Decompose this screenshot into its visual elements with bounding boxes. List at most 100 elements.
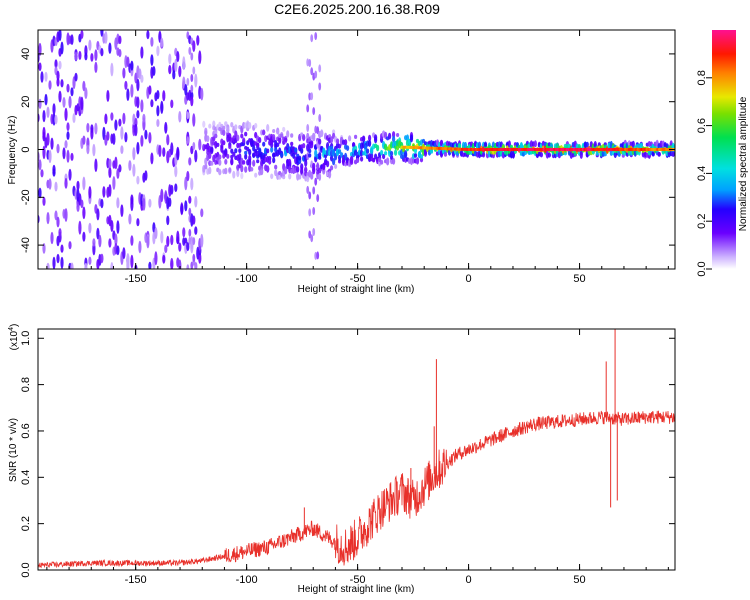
spectrogram-cell — [68, 241, 72, 250]
spectrogram-cell — [60, 79, 64, 88]
spectrogram-cell — [174, 183, 178, 192]
spectrogram-cell — [174, 165, 178, 178]
spectrogram-cell — [192, 237, 196, 246]
spectrogram-cell — [310, 34, 314, 43]
spectrogram-cell — [54, 210, 58, 221]
spectrogram-cell — [164, 244, 168, 254]
spectrogram-cell — [396, 133, 400, 137]
spectrogram-cell — [218, 168, 222, 176]
spectrogram-cell — [330, 145, 334, 151]
spectrogram-cell — [306, 104, 310, 113]
spectrogram-cell — [66, 131, 70, 140]
spectrogram-cell — [346, 145, 350, 152]
spectrogram-cell — [244, 150, 248, 155]
spectrogram-y-label: Frequency (Hz) — [7, 116, 18, 185]
spectrogram-panel: -150 -100 -50 0 50 -40 -20 0 20 40 Height of str… — [7, 29, 676, 295]
spectrogram-cell — [382, 153, 386, 160]
spectrogram-cell — [74, 72, 78, 82]
spectrogram-cell — [312, 186, 316, 195]
spectrogram-cell — [118, 49, 122, 58]
spectrogram-cell — [110, 262, 114, 269]
spectrogram-cell — [318, 114, 322, 122]
y-tick-label: -20 — [20, 189, 32, 205]
spectrogram-cell — [194, 73, 198, 88]
spectrogram-cell — [252, 159, 256, 167]
spectrogram-cell — [230, 122, 234, 128]
spectrogram-cell — [222, 125, 226, 130]
spectrogram-cell — [252, 140, 256, 147]
spectrogram-cell — [188, 228, 192, 237]
y-tick-label: 0.4 — [20, 470, 32, 485]
spectrogram-cell — [234, 124, 238, 130]
spectrogram-cell — [192, 142, 196, 150]
spectrogram-cell — [84, 262, 88, 269]
spectrogram-cell — [481, 152, 486, 158]
spectrogram-cell — [316, 194, 320, 203]
spectrogram-cell — [266, 148, 270, 154]
spectrogram-cell — [308, 230, 312, 239]
spectrogram-cell — [58, 30, 62, 41]
spectrogram-cell — [380, 149, 384, 156]
spectrogram-cell — [539, 152, 544, 158]
spectrogram-cell — [270, 173, 274, 180]
spectrogram-cell — [66, 149, 70, 163]
spectrogram-cell — [144, 129, 148, 140]
spectrogram-cell — [124, 80, 128, 90]
spectrogram-cell — [415, 157, 420, 165]
spectrogram-cell — [276, 142, 280, 147]
spectrogram-cell — [284, 137, 288, 142]
spectrogram-cell — [88, 39, 92, 51]
spectrogram-cell — [80, 30, 84, 39]
spectrogram-cell — [170, 234, 174, 246]
spectrogram-cell — [268, 159, 272, 165]
spectrogram-cell — [126, 253, 130, 268]
spectrogram-cell — [238, 148, 242, 154]
spectrogram-cell — [104, 31, 108, 44]
spectrogram-cell — [132, 147, 136, 161]
spectrogram-cell — [332, 149, 336, 155]
spectrogram-cell — [106, 89, 110, 102]
spectrogram-cell — [272, 157, 276, 164]
spectrogram-cell — [178, 242, 182, 252]
y-tick-label: 0 — [20, 146, 32, 152]
spectrogram-cell — [126, 56, 130, 68]
spectrogram-cell — [288, 158, 292, 167]
spectrogram-cell — [190, 261, 194, 269]
spectrogram-cell — [86, 144, 90, 155]
spectrogram-cell — [146, 235, 150, 249]
spectrogram-cell — [76, 203, 80, 212]
spectrogram-cell — [376, 144, 380, 152]
spectrogram-cell — [216, 142, 220, 147]
spectrogram-cell — [140, 135, 144, 147]
snr-marks — [38, 329, 675, 569]
spectrogram-cell — [226, 126, 230, 134]
spectrogram-cell — [74, 51, 78, 61]
spectrogram-cell — [244, 166, 248, 173]
colorbar: 0.0 0.2 0.4 0.6 0.8 Normalized spectral ampl… — [696, 30, 749, 277]
spectrogram-cell — [82, 135, 86, 145]
spectrogram-cell — [298, 155, 302, 161]
spectrogram-x-ticks: -150 -100 -50 0 50 — [46, 30, 669, 285]
spectrogram-cell — [114, 156, 118, 170]
spectrogram-cell — [190, 74, 194, 82]
x-tick-label: -50 — [350, 574, 366, 586]
spectrogram-cell — [280, 152, 284, 158]
spectrogram-cell — [162, 90, 166, 102]
spectrogram-cell — [50, 231, 54, 245]
x-tick-label: 50 — [573, 273, 585, 285]
spectrogram-cell — [120, 145, 124, 155]
snr-multiplier-exp: 4 — [8, 327, 15, 331]
spectrogram-cell — [82, 80, 86, 92]
spectrogram-cell — [368, 134, 372, 142]
spectrogram-cell — [392, 135, 396, 143]
spectrogram-cell — [312, 166, 316, 175]
spectrogram-cell — [208, 151, 212, 160]
spectrogram-cell — [268, 156, 272, 161]
spectrogram-cell — [110, 112, 114, 121]
spectrogram-cell — [200, 208, 204, 218]
spectrogram-cell — [254, 122, 258, 129]
spectrogram-cell — [258, 137, 262, 144]
spectrogram-cell — [120, 204, 124, 217]
spectrogram-cell — [42, 243, 46, 254]
spectrogram-cell — [192, 66, 196, 75]
